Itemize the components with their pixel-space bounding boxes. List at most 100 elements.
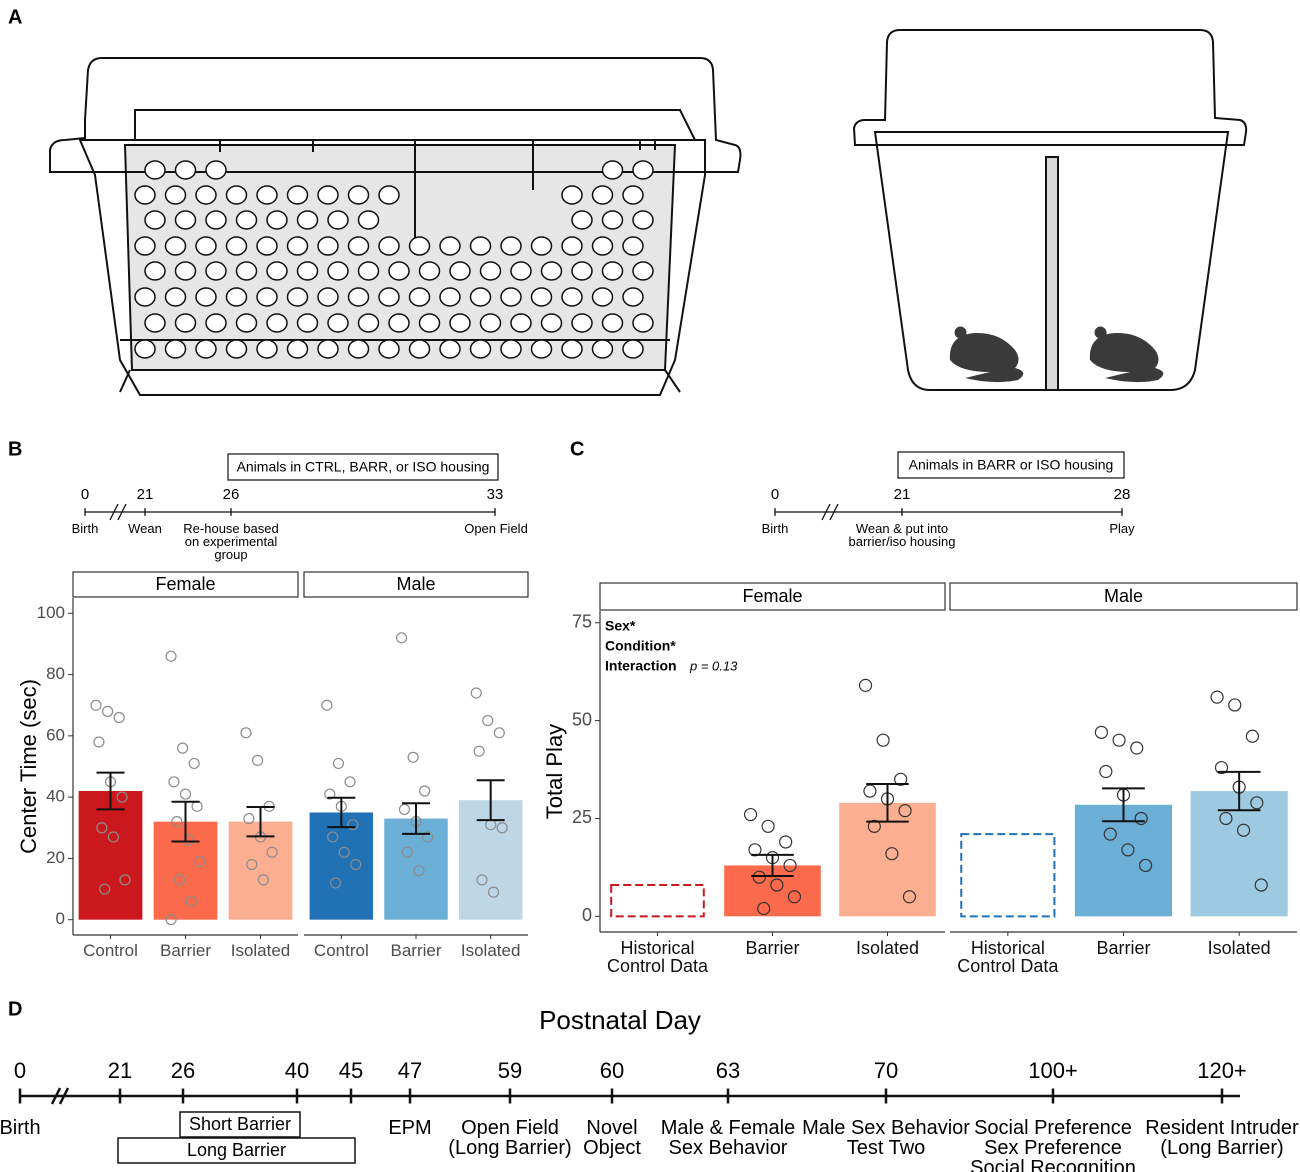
facet-strip <box>303 571 529 598</box>
mice <box>949 326 1164 383</box>
cage-hole <box>601 261 624 281</box>
x-tick-label: Isolated <box>855 938 920 958</box>
data-point <box>783 858 797 873</box>
cage-hole <box>601 160 624 180</box>
data-point <box>93 736 105 748</box>
cage-hole <box>296 313 319 333</box>
y-tick-label: 20 <box>46 848 65 867</box>
y-tick-label: 50 <box>572 709 592 729</box>
timeline-label: Male & Female Sex Behavior <box>660 1117 796 1159</box>
cage-hole <box>347 339 370 359</box>
cage-hole <box>296 210 319 230</box>
timeline-day: 45 <box>339 1058 363 1083</box>
data-point <box>102 705 114 717</box>
cage-hole <box>327 313 349 333</box>
cage-hole <box>388 313 410 333</box>
y-tick-label: 0 <box>56 909 65 928</box>
data-point <box>321 699 333 711</box>
data-point <box>182 834 194 846</box>
y-axis-label: Total Play <box>542 724 567 819</box>
cage-hole <box>500 287 522 307</box>
data-point <box>350 858 362 871</box>
data-point <box>252 754 264 766</box>
data-point <box>344 776 356 788</box>
panel-label: D <box>8 998 22 1020</box>
stat-annotation: Interaction <box>605 658 677 674</box>
facet-strip <box>599 582 946 611</box>
cage-hole <box>134 185 156 205</box>
cage-hole <box>347 185 370 205</box>
x-tick-label: Historical Control Data <box>606 938 709 976</box>
cage-hole <box>418 261 441 281</box>
cage-hole <box>500 339 522 359</box>
data-point <box>1112 733 1126 747</box>
data-point <box>752 870 766 884</box>
bar <box>228 821 293 920</box>
cage-hole <box>530 339 553 359</box>
data-point <box>1099 764 1113 779</box>
timeline-day: 21 <box>137 486 154 503</box>
data-point <box>179 788 192 800</box>
data-point <box>867 819 881 833</box>
barrier-period-box <box>117 1137 356 1164</box>
cage-hole <box>479 261 502 281</box>
cage-hole <box>317 236 339 256</box>
data-point <box>421 831 434 843</box>
data-point <box>338 846 350 858</box>
data-point <box>858 678 873 692</box>
cage-hole <box>469 339 492 359</box>
data-point <box>757 901 771 916</box>
timeline-label: Re-house based on experimental group <box>183 521 279 562</box>
cage-body <box>873 131 1230 391</box>
cage-divider <box>1045 156 1059 391</box>
data-point <box>1214 760 1229 775</box>
timeline-day: 21 <box>108 1058 132 1083</box>
timeline-break <box>109 503 127 521</box>
cage-hole <box>235 261 258 281</box>
cage-hole <box>225 185 248 205</box>
cage-hole <box>144 313 166 333</box>
timeline-title: Postnatal Day <box>539 1005 701 1035</box>
bar <box>78 791 143 920</box>
data-point <box>174 874 186 886</box>
y-tick-label: 80 <box>46 664 65 683</box>
facet-title: Female <box>155 574 215 594</box>
cage-hole <box>439 236 461 256</box>
timeline-label: Wean <box>128 521 162 536</box>
cage-hole <box>266 210 288 230</box>
cage-hole <box>469 236 492 256</box>
x-tick-label: Isolated <box>460 941 521 960</box>
timeline-day: 120+ <box>1197 1058 1247 1083</box>
x-tick-label: Historical Control Data <box>957 938 1059 976</box>
cage-hole <box>632 261 654 281</box>
data-point <box>1103 827 1117 841</box>
cage-lid <box>49 57 742 173</box>
x-tick-label: Control <box>83 941 138 960</box>
data-point <box>266 846 278 858</box>
data-point <box>246 858 258 871</box>
cage-hole <box>286 287 309 307</box>
bar <box>1190 791 1288 917</box>
cage-hole <box>195 185 217 205</box>
barrier-cage <box>49 57 742 396</box>
facet-strip <box>949 582 1298 611</box>
cage-hole <box>510 261 532 281</box>
data-point <box>476 874 488 886</box>
cage-hole <box>195 236 217 256</box>
cage-hole <box>378 185 400 205</box>
timeline-day: 28 <box>1114 486 1131 503</box>
data-point <box>1228 698 1242 712</box>
cage-hole <box>449 261 471 281</box>
cage-hole <box>540 261 563 281</box>
data-point <box>787 890 802 904</box>
cage-hole <box>347 236 370 256</box>
cage-lid <box>852 29 1248 146</box>
cage-hole <box>632 313 654 333</box>
data-point <box>407 751 419 763</box>
data-point <box>1094 725 1109 739</box>
timeline-day: 60 <box>600 1058 624 1083</box>
facet-title: Male <box>396 574 435 594</box>
error-bar <box>171 800 200 843</box>
timeline-day: 100+ <box>1028 1058 1078 1083</box>
